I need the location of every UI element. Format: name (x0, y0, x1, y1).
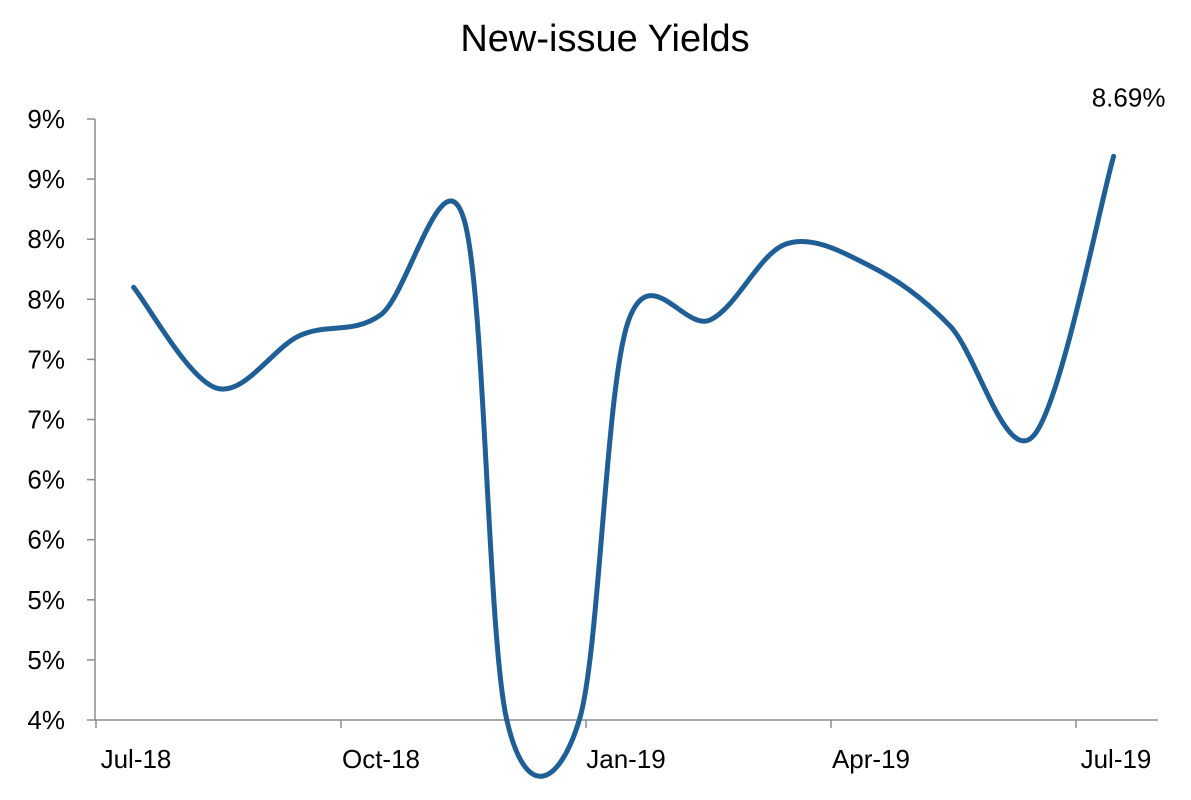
y-tick-label: 9% (27, 104, 65, 134)
series-group (131, 153, 1117, 779)
y-tick-label: 7% (27, 405, 65, 435)
y-tick-label: 7% (27, 344, 65, 374)
x-tick-label: Jan-19 (586, 744, 666, 774)
y-tick-label: 5% (27, 585, 65, 615)
x-tick-label: Oct-18 (342, 744, 420, 774)
y-axis-ticks: 4% 5% 5% 6% 6% 7% 7% 8% 8% 9% 9% (27, 104, 95, 735)
x-tick-label: Jul-19 (1081, 744, 1152, 774)
series-line (131, 153, 1117, 779)
y-tick-label: 4% (27, 705, 65, 735)
chart-title: New-issue Yields (460, 18, 750, 60)
x-tick-label: Jul-18 (101, 744, 172, 774)
data-label: 8.69% (1092, 82, 1166, 112)
y-tick-label: 6% (27, 525, 65, 555)
y-tick-label: 6% (27, 465, 65, 495)
y-tick-label: 5% (27, 645, 65, 675)
annotations: 8.69% (1092, 82, 1166, 112)
x-tick-label: Apr-19 (832, 744, 910, 774)
y-tick-label: 8% (27, 224, 65, 254)
y-tick-label: 9% (27, 164, 65, 194)
y-tick-label: 8% (27, 284, 65, 314)
x-axis-ticks: Jul-18 Oct-18 Jan-19 Apr-19 Jul-19 (95, 720, 1152, 774)
